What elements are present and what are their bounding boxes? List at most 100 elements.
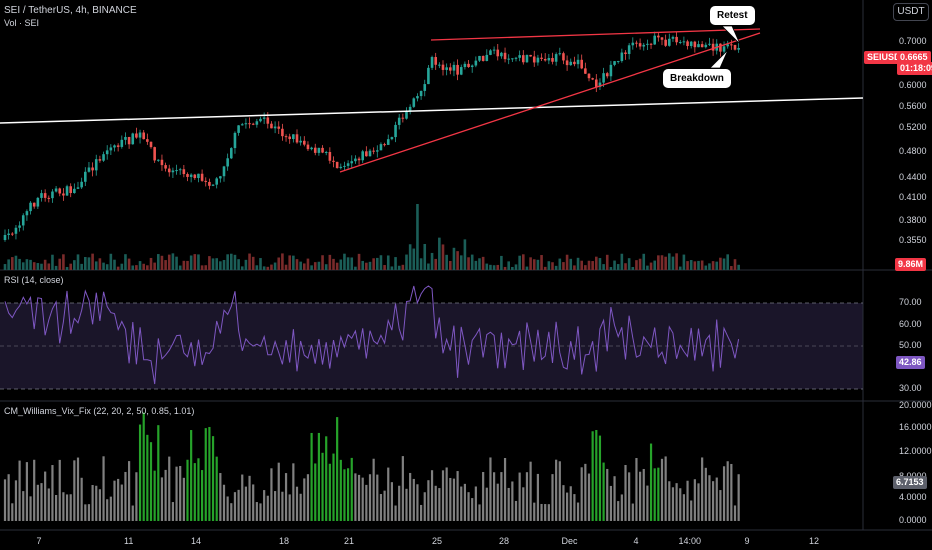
- vix-bar: [73, 460, 76, 521]
- volume-bar: [668, 253, 671, 270]
- vix-bar: [514, 500, 518, 521]
- candle-body: [94, 159, 98, 171]
- breakdown-callout[interactable]: Breakdown: [662, 68, 732, 89]
- vix-bar: [485, 487, 488, 521]
- volume-bar: [627, 258, 631, 270]
- vix-bar: [18, 460, 21, 521]
- vix-bar: [569, 486, 572, 521]
- vix-bar: [14, 480, 18, 521]
- vix-bar: [544, 504, 547, 521]
- candle-body: [350, 161, 354, 164]
- candle-body: [704, 44, 708, 48]
- volume-bar: [547, 261, 551, 270]
- candle-body: [365, 151, 368, 157]
- candle-body: [135, 133, 138, 138]
- price-axis-tick: 0.3550: [899, 235, 927, 245]
- vix-bar: [580, 467, 583, 521]
- time-axis-label: 7: [36, 536, 42, 546]
- candle-body: [321, 147, 324, 153]
- volume-bar: [357, 253, 361, 270]
- volume-bar: [208, 256, 211, 270]
- candle-body: [306, 144, 310, 150]
- vix-bar: [525, 472, 529, 521]
- volume-bar: [251, 256, 255, 270]
- volume-bar: [689, 260, 693, 270]
- candle-body: [620, 52, 624, 62]
- candle-body: [29, 202, 32, 212]
- candle-body: [131, 133, 135, 145]
- candle-body: [554, 54, 558, 62]
- vix-bar: [55, 494, 58, 521]
- volume-bar: [299, 261, 302, 270]
- candle-body: [540, 57, 543, 59]
- candle-body: [354, 158, 357, 162]
- vix-bar: [95, 485, 98, 521]
- volume-bar: [18, 258, 21, 270]
- candle-body: [167, 168, 171, 173]
- candle-body: [730, 44, 733, 46]
- candle-body: [580, 59, 583, 69]
- vix-bar: [482, 472, 485, 521]
- volume-bar: [343, 253, 346, 270]
- time-axis-label: Dec: [561, 536, 578, 546]
- retest-pointer: [721, 25, 741, 45]
- vix-bar: [142, 412, 145, 521]
- volume-bar: [230, 253, 233, 270]
- support-line[interactable]: [0, 97, 864, 124]
- currency-button[interactable]: USDT: [893, 3, 929, 21]
- volume-bar: [416, 204, 419, 270]
- candle-body: [230, 148, 233, 159]
- candle-body: [368, 150, 372, 157]
- volume-bar: [350, 257, 354, 270]
- candle-body: [288, 136, 291, 140]
- volume-bar: [558, 258, 562, 270]
- candle-body: [259, 118, 262, 122]
- volume-bar: [467, 257, 470, 270]
- vix-bar: [456, 471, 459, 521]
- volume-bar: [616, 264, 620, 270]
- candle-body: [18, 225, 21, 228]
- vix-bar: [65, 494, 69, 521]
- vix-bar: [719, 490, 722, 521]
- vix-bar: [182, 477, 185, 521]
- wedge-upper-trendline[interactable]: [430, 28, 761, 41]
- vix-bar: [503, 457, 507, 521]
- retest-callout[interactable]: Retest: [709, 5, 756, 26]
- volume-bar: [284, 264, 288, 270]
- vix-bar: [540, 503, 543, 521]
- volume-bar: [474, 260, 478, 270]
- time-axis-label: 21: [344, 536, 355, 546]
- vix-bar: [438, 488, 441, 521]
- volume-bar: [730, 266, 733, 270]
- volume-bar: [624, 263, 627, 270]
- volume-bar: [113, 259, 116, 270]
- candle-body: [496, 49, 500, 57]
- candle-body: [273, 126, 277, 129]
- volume-bar: [84, 257, 87, 270]
- volume-bar: [332, 258, 335, 270]
- candle-body: [219, 176, 222, 179]
- vix-bar: [452, 478, 456, 521]
- candle-body: [244, 123, 248, 125]
- volume-bar: [116, 266, 120, 270]
- vix-bar: [671, 487, 675, 521]
- wedge-lower-trendline[interactable]: [339, 32, 761, 173]
- volume-bar: [335, 262, 339, 270]
- candle-body: [627, 45, 631, 54]
- candle-body: [551, 58, 554, 62]
- time-axis-label: 9: [744, 536, 750, 546]
- volume-bar: [609, 266, 613, 270]
- vix-bar: [186, 459, 189, 521]
- vix-bar: [690, 500, 693, 521]
- vix-axis-tick: 4.0000: [899, 492, 927, 502]
- vix-bar: [36, 484, 39, 521]
- time-axis-label: 12: [809, 536, 820, 546]
- bar-countdown: 01:18:09: [897, 62, 932, 75]
- time-axis-label: 25: [432, 536, 443, 546]
- vix-bar: [292, 463, 295, 521]
- vix-bar: [631, 503, 634, 521]
- vix-bar: [529, 461, 532, 521]
- candle-body: [536, 57, 540, 63]
- candle-body: [427, 67, 430, 85]
